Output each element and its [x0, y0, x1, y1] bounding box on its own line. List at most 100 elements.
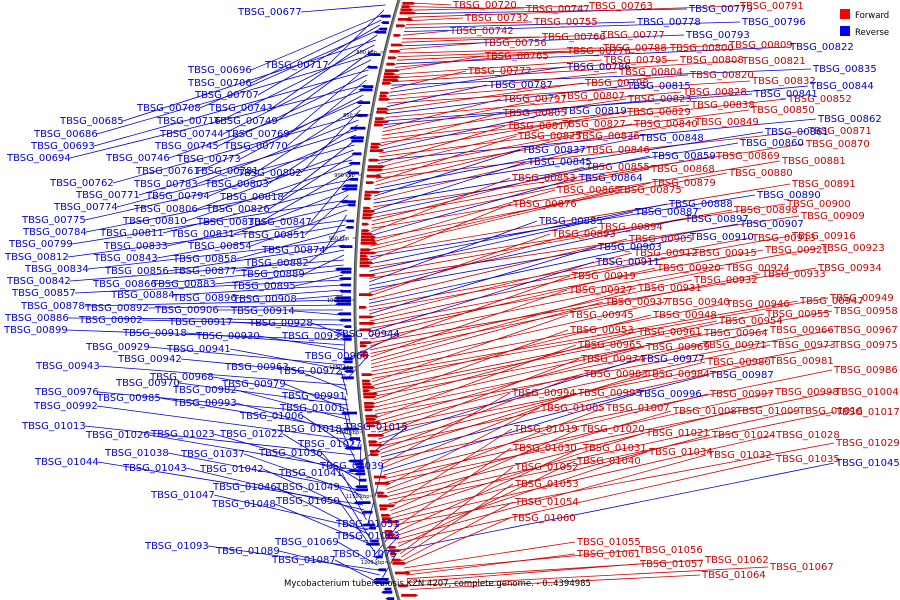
- forward-gene-feature: [370, 146, 381, 149]
- left-label-connector: [267, 124, 359, 185]
- left-label-connector: [69, 259, 344, 282]
- left-label-connector: [180, 358, 346, 376]
- left-gene-label: TBSG_00749: [213, 116, 278, 127]
- scale-tick-label: 950 kbp: [329, 236, 349, 242]
- reverse-gene-feature: [345, 219, 355, 223]
- right-label-connector: [369, 209, 733, 276]
- right-label-connector: [388, 410, 798, 501]
- left-gene-label: TBSG_00877: [172, 266, 237, 277]
- reverse-gene-feature: [344, 370, 354, 373]
- right-label-connector: [369, 211, 634, 272]
- right-label-connector: [384, 391, 834, 483]
- left-label-connector: [212, 376, 348, 401]
- left-label-connector: [311, 322, 344, 336]
- right-label-connector: [399, 462, 835, 551]
- right-label-connector: [372, 161, 527, 211]
- left-gene-label: TBSG_00811: [99, 228, 164, 239]
- left-gene-label: TBSG_00896: [172, 293, 237, 304]
- right-label-connector: [407, 5, 739, 18]
- forward-gene-feature: [368, 440, 379, 444]
- right-gene-label: TBSG_00954: [718, 316, 783, 327]
- right-gene-label: TBSG_00849: [694, 117, 759, 128]
- right-label-connector: [396, 44, 728, 61]
- right-label-connector: [405, 21, 533, 25]
- forward-gene-feature: [400, 8, 414, 12]
- forward-gene-feature: [360, 350, 369, 354]
- right-gene-label: TBSG_01031: [582, 443, 647, 454]
- right-gene-label: TBSG_00898: [733, 205, 798, 216]
- right-gene-label: TBSG_00804: [618, 67, 683, 78]
- right-label-connector: [369, 218, 684, 286]
- left-gene-label: TBSG_00882: [244, 258, 309, 269]
- legend-forward-label: Forward: [855, 11, 889, 21]
- reverse-gene-feature: [380, 21, 389, 24]
- right-gene-label: TBSG_01008: [672, 406, 737, 417]
- left-gene-label: TBSG_01038: [104, 448, 169, 459]
- left-label-connector: [213, 433, 358, 476]
- left-gene-label: TBSG_00942: [117, 354, 182, 365]
- forward-gene-feature: [360, 354, 370, 357]
- forward-gene-feature: [386, 62, 397, 66]
- right-gene-label: TBSG_00933: [761, 269, 826, 280]
- left-gene-label: TBSG_00914: [230, 306, 295, 317]
- left-label-connector: [274, 503, 373, 546]
- forward-gene-feature: [364, 197, 372, 200]
- left-label-connector: [84, 159, 353, 221]
- reverse-gene-feature: [334, 267, 352, 271]
- right-gene-label: TBSG_00793: [685, 30, 750, 41]
- right-label-connector: [383, 393, 709, 476]
- right-label-connector: [384, 391, 774, 479]
- left-gene-label: TBSG_00851: [241, 230, 306, 241]
- left-gene-label: TBSG_00746: [105, 153, 170, 164]
- reverse-gene-feature: [342, 357, 353, 360]
- left-gene-label: TBSG_00744: [159, 129, 224, 140]
- right-gene-label: TBSG_00948: [652, 310, 717, 321]
- left-gene-label: TBSG_00812: [4, 252, 69, 263]
- left-label-connector: [122, 39, 377, 122]
- left-gene-label: TBSG_00944: [335, 329, 400, 340]
- right-label-connector: [374, 149, 521, 197]
- right-gene-label: TBSG_00846: [585, 145, 650, 156]
- reverse-gene-feature: [347, 459, 364, 463]
- right-gene-label: TBSG_00732: [464, 13, 529, 24]
- left-label-connector: [284, 383, 349, 411]
- right-label-connector: [403, 30, 449, 36]
- left-gene-label: TBSG_00930: [195, 331, 260, 342]
- right-label-connector: [376, 344, 702, 426]
- left-gene-label: TBSG_00707: [194, 90, 259, 101]
- right-label-connector: [375, 344, 577, 419]
- reverse-gene-feature: [346, 203, 356, 207]
- left-gene-label: TBSG_01087: [271, 555, 336, 566]
- right-gene-label: TBSG_01029: [835, 438, 900, 449]
- right-gene-label: TBSG_00852: [787, 94, 852, 105]
- right-label-connector: [374, 131, 764, 193]
- right-label-connector: [376, 130, 807, 179]
- right-label-connector: [390, 70, 467, 90]
- reverse-gene-feature: [361, 523, 376, 527]
- reverse-gene-feature: [361, 85, 374, 88]
- right-gene-label: TBSG_01005: [540, 403, 605, 414]
- left-label-connector: [282, 139, 356, 198]
- left-gene-label: TBSG_01006: [239, 411, 304, 422]
- right-gene-label: TBSG_00879: [651, 178, 716, 189]
- left-label-connector: [300, 4, 386, 13]
- forward-gene-feature: [399, 11, 416, 15]
- right-gene-label: TBSG_00997: [709, 389, 774, 400]
- right-gene-label: TBSG_00817: [506, 121, 571, 132]
- forward-gene-feature: [367, 165, 386, 168]
- left-label-connector: [214, 269, 344, 285]
- right-label-connector: [373, 143, 805, 208]
- left-label-connector: [327, 9, 385, 66]
- right-gene-label: TBSG_00897: [684, 214, 749, 225]
- right-label-connector: [401, 501, 514, 562]
- right-gene-label: TBSG_01061: [576, 549, 641, 560]
- forward-gene-feature: [368, 158, 380, 162]
- left-label-connector: [217, 74, 368, 147]
- reverse-gene-feature: [339, 290, 351, 293]
- left-label-connector: [156, 224, 346, 259]
- forward-gene-feature: [373, 475, 387, 479]
- right-label-connector: [382, 392, 577, 469]
- reverse-gene-feature: [356, 101, 371, 104]
- left-gene-label: TBSG_01042: [199, 464, 264, 475]
- right-gene-label: TBSG_00829: [626, 107, 691, 118]
